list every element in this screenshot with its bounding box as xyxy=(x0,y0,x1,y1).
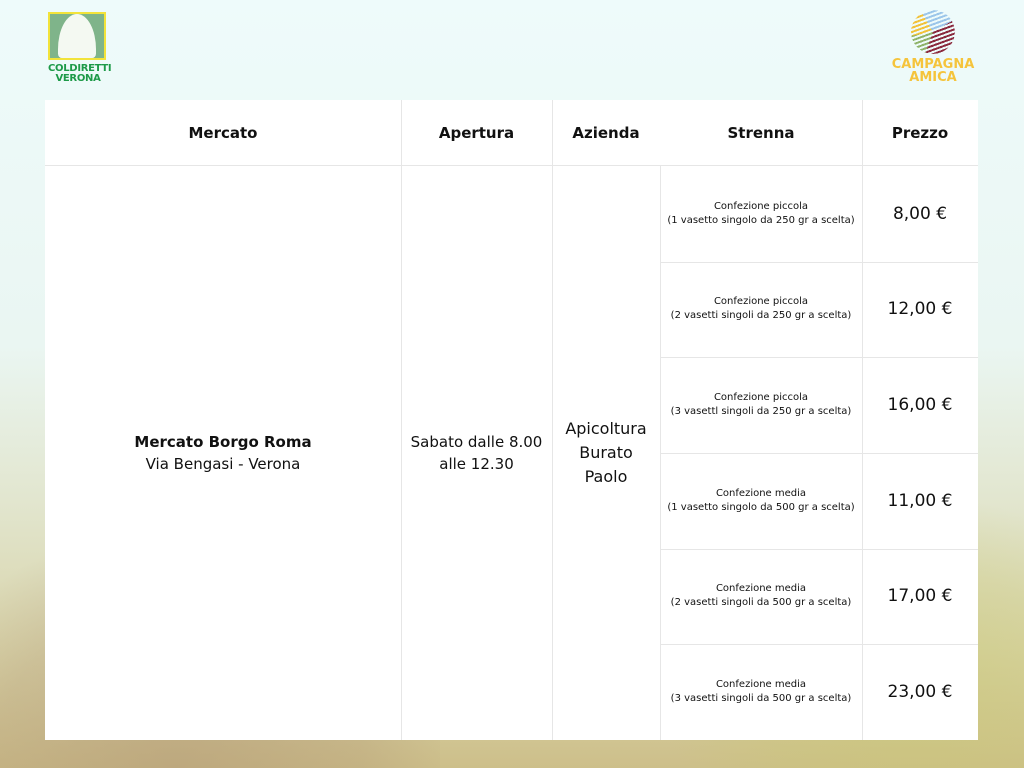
package-title: Confezione media xyxy=(715,487,807,499)
price-cell: 11,00 € xyxy=(887,490,953,511)
package-title: Confezione piccola xyxy=(713,200,809,212)
price-cell: 17,00 € xyxy=(887,586,953,607)
campagna-amica-logo: CAMPAGNA AMICA xyxy=(888,10,978,84)
header-prezzo: Prezzo xyxy=(862,100,978,166)
coldiretti-logo: COLDIRETTI VERONA xyxy=(48,12,112,84)
package-detail: (2 vasetti singoli da 500 gr a scelta) xyxy=(670,597,852,609)
price-table: Mercato Apertura Azienda Strenna Prezzo … xyxy=(45,100,978,740)
package-title: Confezione piccola xyxy=(713,296,809,308)
row-divider xyxy=(660,261,978,263)
strenna-cell: Confezione piccola (3 vasettl singoli da … xyxy=(660,357,862,453)
row-divider xyxy=(660,644,978,646)
price-cell: 23,00 € xyxy=(887,682,953,703)
price-cell: 12,00 € xyxy=(887,299,953,320)
package-detail: (1 vasetto singolo da 250 gr a scelta) xyxy=(667,214,855,226)
row-divider xyxy=(660,548,978,550)
package-title: Confezione piccola xyxy=(713,392,809,404)
yarn-ball-icon xyxy=(911,10,955,54)
package-title: Confezione media xyxy=(715,679,807,691)
strenna-cell: Confezione piccola (2 vasetti singoli da … xyxy=(660,262,862,358)
package-detail: (3 vasettl singoli da 250 gr a scelta) xyxy=(670,406,852,418)
strenna-cell: Confezione piccola (1 vasetto singolo da … xyxy=(660,166,862,262)
package-detail: (1 vasetto singolo da 500 gr a scelta) xyxy=(667,501,855,513)
strenna-cell: Confezione media (3 vasetti singoli da 50… xyxy=(660,644,862,740)
header-azienda: Azienda xyxy=(552,100,660,166)
market-address: Via Bengasi - Verona xyxy=(145,455,301,473)
row-divider xyxy=(660,453,978,454)
price-cell: 16,00 € xyxy=(887,395,953,416)
header-strenna: Strenna xyxy=(660,100,862,166)
strenna-cell: Confezione media (1 vasetto singolo da 50… xyxy=(660,453,862,549)
market-name: Mercato Borgo Roma xyxy=(134,433,312,451)
wheat-emblem-icon xyxy=(48,12,106,60)
header-apertura: Apertura xyxy=(401,100,552,166)
row-divider xyxy=(660,357,978,359)
package-title: Confezione media xyxy=(715,583,807,595)
package-detail: (2 vasetti singoli da 250 gr a scelta) xyxy=(670,310,852,322)
azienda-cell: Apicoltura Burato Paolo xyxy=(565,419,647,486)
apertura-cell: Sabato dalle 8.00 alle 12.30 xyxy=(410,433,543,473)
strenna-cell: Confezione media (2 vasetti singoli da 50… xyxy=(660,549,862,645)
header-mercato: Mercato xyxy=(45,100,401,166)
price-cell: 8,00 € xyxy=(892,203,948,224)
package-detail: (3 vasetti singoli da 500 gr a scelta) xyxy=(670,693,852,705)
mercato-cell: Mercato Borgo Roma Via Bengasi - Verona xyxy=(45,166,401,740)
